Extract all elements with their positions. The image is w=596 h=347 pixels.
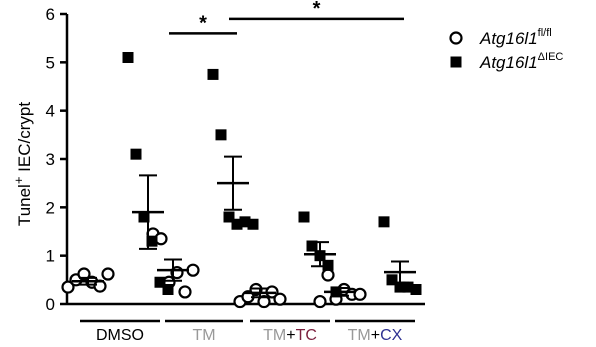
y-tick-label: 2 [46,198,55,217]
legend: Atg16l1fl/fl Atg16l1ΔIEC [449,27,563,72]
y-tick-label: 5 [46,53,55,72]
y-tick-label: 6 [46,5,55,24]
data-marks [61,52,422,309]
data-point-square [154,276,166,288]
group-label: TM+CX [348,327,403,344]
data-point-circle [257,294,271,309]
y-tick-label: 4 [46,102,55,121]
data-point-circle [321,268,335,282]
significance-star: * [313,0,321,20]
y-axis-label: Tunel+ IEC/crypt [11,102,34,226]
legend-marker-circle [449,31,463,45]
data-point-circle [353,287,367,301]
legend-marker-square [450,56,462,68]
data-point-square [330,286,342,298]
data-point-circle [61,280,75,294]
y-axis-title: Tunel+ IEC/crypt [11,102,34,226]
group-label: TM [192,327,215,344]
data-point-square [410,284,422,295]
group-label: TM+TC [263,327,317,344]
data-point-square [215,129,227,141]
data-point-square [231,218,243,230]
y-tick-label: 3 [46,150,55,169]
data-point-square [122,52,134,63]
data-point-circle [101,267,115,281]
data-point-square [298,211,310,223]
data-point-square [146,235,158,247]
data-point-square [402,281,414,293]
data-point-circle [313,294,327,309]
data-point-square [386,274,398,286]
legend-entry: Atg16l1fl/fl [479,27,552,48]
data-point-square [394,281,406,293]
data-point-square [223,211,235,223]
group-label: DMSO [96,327,144,344]
y-tick-label: 0 [46,295,55,314]
data-point-square [239,216,251,228]
data-point-square [162,284,174,295]
axes: 0 1 2 3 4 5 6 [46,5,425,314]
data-point-circle [178,285,192,299]
group-labels: DMSO TM TM+TC TM+CX [80,319,415,344]
data-point-square [306,240,318,252]
data-point-circle [77,267,91,281]
data-point-square [207,68,219,80]
y-tick-label: 1 [46,247,55,266]
data-point-square [378,216,390,228]
data-point-circle [186,263,200,277]
data-point-square [138,211,150,223]
data-point-square [130,148,142,160]
data-point-square [247,218,259,230]
legend-entry: Atg16l1ΔIEC [479,51,563,72]
significance-markers: ** [169,0,404,35]
data-point-circle [273,292,287,306]
significance-star: * [199,12,207,34]
